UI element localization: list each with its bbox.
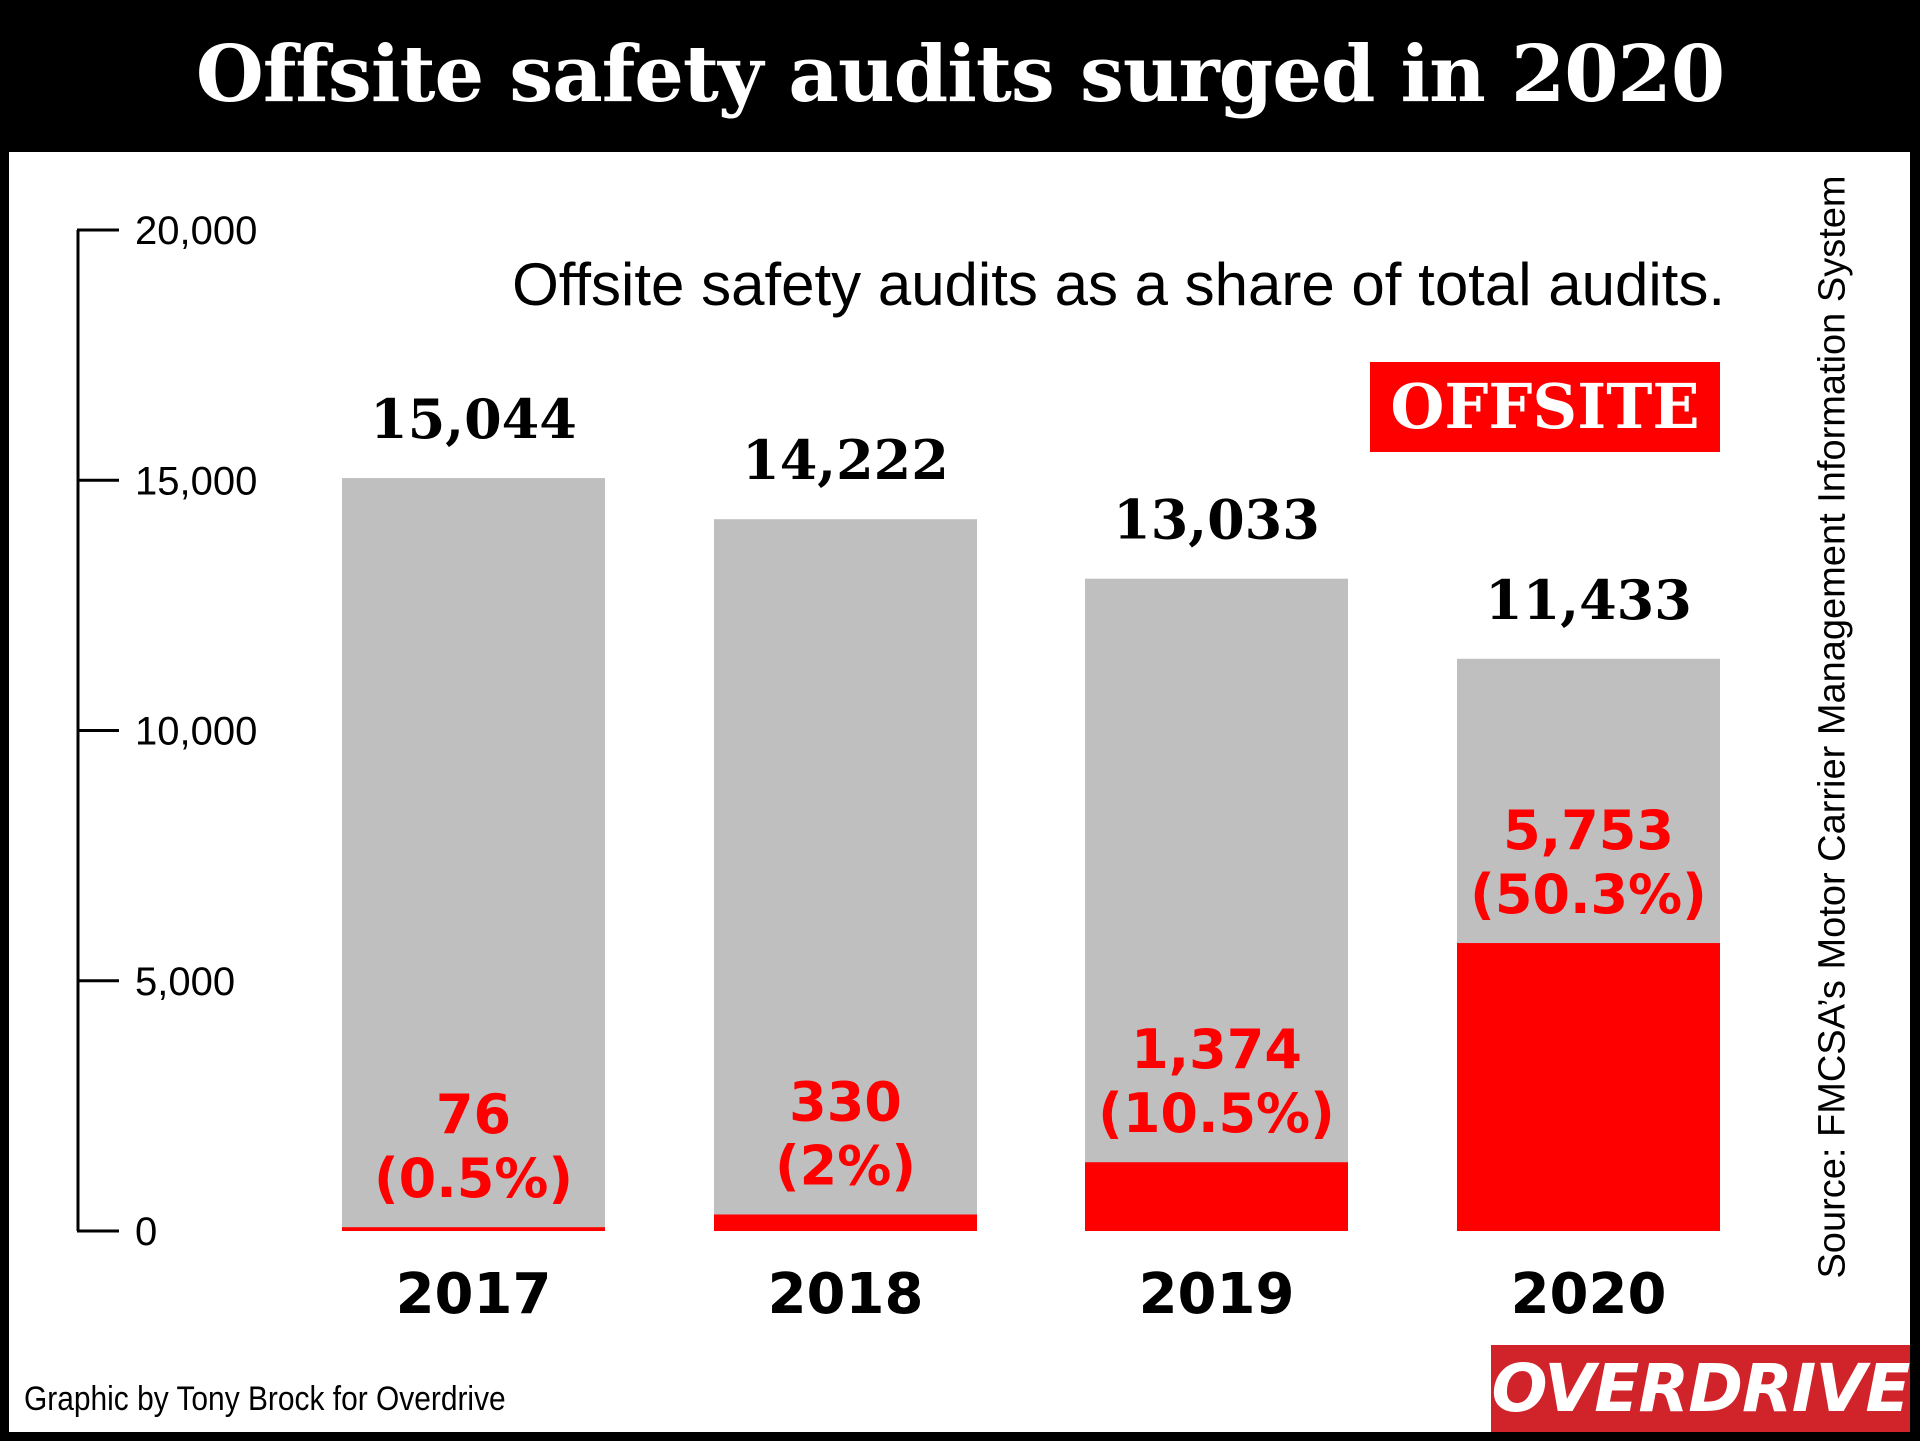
offsite-pct-label: (50.3%) bbox=[1470, 863, 1707, 926]
bar-offsite bbox=[714, 1214, 977, 1231]
x-tick-label: 2017 bbox=[396, 1262, 552, 1327]
total-label: 13,033 bbox=[1113, 488, 1320, 552]
offsite-label: 330 bbox=[789, 1070, 902, 1133]
bar-offsite bbox=[1085, 1162, 1348, 1231]
offsite-label: 76 bbox=[436, 1083, 511, 1146]
x-tick-label: 2018 bbox=[768, 1262, 924, 1327]
chart-title: Offsite safety audits surged in 2020 bbox=[195, 29, 1725, 120]
bar-offsite bbox=[342, 1227, 605, 1231]
total-label: 11,433 bbox=[1485, 568, 1692, 632]
bar-total bbox=[1085, 578, 1348, 1231]
offsite-label: 1,374 bbox=[1131, 1018, 1302, 1081]
x-tick-label: 2019 bbox=[1139, 1262, 1295, 1327]
offsite-pct-label: (2%) bbox=[775, 1134, 916, 1197]
y-tick-label: 15,000 bbox=[135, 459, 257, 503]
offsite-pct-label: (0.5%) bbox=[374, 1147, 573, 1210]
total-label: 14,222 bbox=[742, 428, 949, 492]
source-note: Source: FMCSA’s Motor Carrier Management… bbox=[1811, 175, 1854, 1279]
offsite-label: 5,753 bbox=[1503, 799, 1674, 862]
bar-total bbox=[342, 478, 605, 1231]
x-tick-label: 2020 bbox=[1511, 1262, 1667, 1327]
bar-total bbox=[714, 519, 977, 1231]
bar-offsite bbox=[1457, 943, 1720, 1231]
offsite-pct-label: (10.5%) bbox=[1098, 1082, 1335, 1145]
y-tick-label: 10,000 bbox=[135, 710, 257, 754]
y-tick-label: 20,000 bbox=[135, 209, 257, 253]
y-tick-label: 0 bbox=[135, 1210, 157, 1254]
chart-subtitle: Offsite safety audits as a share of tota… bbox=[512, 251, 1725, 318]
graphic-credit: Graphic by Tony Brock for Overdrive bbox=[24, 1380, 506, 1418]
total-label: 15,044 bbox=[370, 387, 577, 451]
overdrive-logo: OVERDRIVE bbox=[1491, 1345, 1911, 1432]
legend-offsite: OFFSITE bbox=[1370, 362, 1720, 452]
y-tick-label: 5,000 bbox=[135, 960, 235, 1004]
